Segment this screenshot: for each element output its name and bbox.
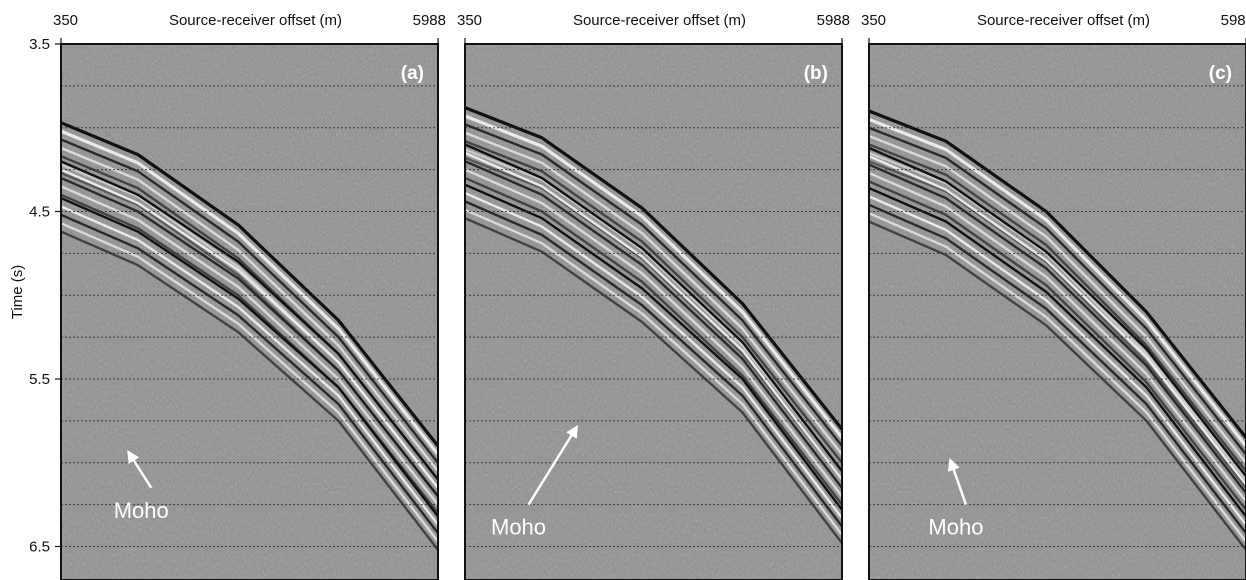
wavelet-trace: [465, 168, 842, 498]
x-axis-label: Source-receiver offset (m): [169, 12, 342, 29]
wavelet-trace: [465, 156, 842, 481]
wavelet-trace: [465, 106, 842, 431]
panel-label: (c): [1209, 63, 1232, 84]
wavelet-trace: [465, 131, 842, 456]
arrival-3: [61, 196, 438, 551]
wavelet-trace: [465, 140, 842, 464]
panels: 350 5988 Source-receiver offset (m) (a) Moho…: [53, 12, 1246, 580]
wavelet-trace: [61, 176, 438, 497]
x-tick-label: 350: [53, 12, 78, 29]
x-tick-label: 5988: [817, 12, 850, 29]
panel-c: 350 5988 Source-receiver offset (m) (c) Moho: [861, 12, 1246, 580]
wavelet-trace: [61, 213, 438, 534]
wavelet-trace: [61, 160, 438, 481]
panel-frame: [60, 43, 439, 580]
wavelet-trace: [465, 217, 842, 544]
y-tick-label: 4.5: [29, 204, 50, 221]
panel-a: 350 5988 Source-receiver offset (m) (a) Moho: [53, 12, 446, 580]
y-axis-label: Time (s): [9, 265, 26, 319]
wavelet-trace: [869, 126, 1246, 456]
wavelet-trace: [869, 117, 1246, 447]
arrival-3: [465, 183, 842, 544]
wavelet-trace: [61, 129, 438, 456]
moho-arrow: [527, 425, 578, 506]
y-tick-label: 3.5: [29, 36, 50, 53]
wavelet-trace: [61, 230, 438, 551]
wavelet-trace: [869, 171, 1246, 503]
y-tick-label: 5.5: [29, 371, 50, 388]
wavelet-trace: [465, 148, 842, 472]
wavelet-trace: [61, 222, 438, 543]
wavelet-trace: [869, 220, 1246, 551]
wavelet-trace: [61, 205, 438, 526]
wavelet-trace: [465, 151, 842, 481]
panel-noise: [465, 44, 842, 580]
wavelet-trace: [869, 180, 1246, 511]
moho-arrow: [947, 458, 968, 506]
arrival-2: [869, 146, 1246, 511]
wavelet-trace: [465, 176, 842, 506]
panel-noise: [61, 44, 438, 580]
y-axis-ticks: 3.5 4.5 5.5 6.5: [29, 36, 61, 556]
moho-label: Moho: [928, 515, 983, 540]
panel-b: 350 5988 Source-receiver offset (m) (b) Moho: [457, 12, 850, 580]
wavelet-trace: [465, 191, 842, 519]
wavelet-trace: [869, 146, 1246, 477]
wavelet-trace: [61, 196, 438, 518]
wavelet-trace: [869, 203, 1246, 534]
moho-label: Moho: [491, 515, 546, 540]
wavelet-trace: [465, 123, 842, 447]
panel-label: (b): [804, 63, 828, 84]
x-tick-label: 350: [457, 12, 482, 29]
wavelet-trace: [869, 160, 1246, 489]
wavelet-trace: [465, 208, 842, 536]
wavelet-trace: [869, 195, 1246, 526]
x-tick-label: 350: [861, 12, 886, 29]
y-tick-label: 6.5: [29, 539, 50, 556]
wavelet-trace: [61, 168, 438, 489]
x-tick-label: 5988: [1221, 12, 1246, 29]
wavelet-trace: [61, 146, 438, 472]
wavelet-trace: [61, 138, 438, 464]
wavelet-trace: [61, 185, 438, 506]
panel-label: (a): [401, 63, 424, 84]
wavelet-trace: [465, 200, 842, 528]
arrival-2: [465, 143, 842, 506]
wavelet-trace: [869, 186, 1246, 518]
moho-label: Moho: [114, 498, 169, 523]
panel-frame: [868, 43, 1246, 580]
panel-frame: [464, 43, 843, 580]
x-axis-label: Source-receiver offset (m): [977, 12, 1150, 29]
wavelet-trace: [869, 212, 1246, 543]
wavelet-trace: [465, 183, 842, 511]
wavelet-trace: [465, 160, 842, 489]
wavelet-trace: [869, 155, 1246, 486]
wavelet-trace: [869, 143, 1246, 472]
x-tick-label: 5988: [413, 12, 446, 29]
wavelet-trace: [869, 163, 1246, 494]
x-axis-label: Source-receiver offset (m): [573, 12, 746, 29]
arrival-3: [869, 186, 1246, 551]
wavelet-trace: [869, 134, 1246, 464]
moho-arrow: [127, 450, 153, 489]
arrival-1: [465, 106, 842, 481]
wavelet-trace: [465, 143, 842, 472]
wavelet-trace: [61, 121, 438, 447]
wavelet-trace: [465, 114, 842, 439]
